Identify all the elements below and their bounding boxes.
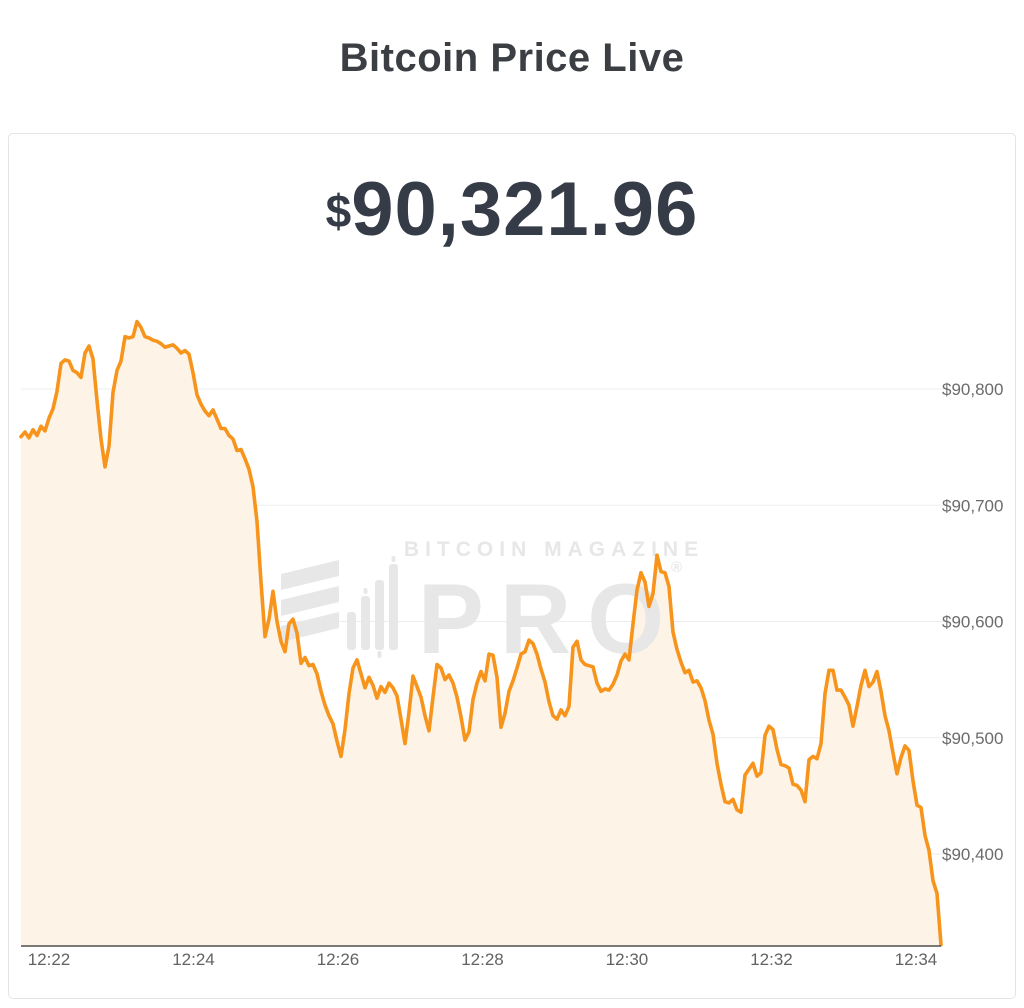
x-tick-label: 12:28 [461,950,504,969]
watermark-line1: BITCOIN MAGAZINE [404,538,704,561]
registered-trademark-icon: ® [671,559,682,576]
x-tick-label: 12:34 [895,950,938,969]
x-tick-label: 12:22 [28,950,71,969]
price-chart[interactable]: BITCOIN MAGAZINE PRO ® $90,800$90,700$90… [9,284,1016,984]
price-value: 90,321.96 [351,167,699,252]
y-tick-label: $90,800 [942,380,1003,399]
price-line-series [19,319,943,947]
price-area-fill [21,321,941,947]
x-tick-label: 12:26 [317,950,360,969]
y-tick-label: $90,700 [942,496,1003,515]
y-tick-label: $90,600 [942,613,1003,632]
x-axis-labels: 12:22 12:24 12:26 12:28 12:30 12:32 12:34 [28,950,938,969]
y-axis-labels: $90,800 $90,700 $90,600 $90,500 $90,400 [942,380,1003,864]
y-tick-label: $90,400 [942,845,1003,864]
page-title: Bitcoin Price Live [339,36,685,80]
x-tick-label: 12:30 [606,950,649,969]
price-chart-card: $90,321.96 BITCOIN MAGAZINE [8,133,1016,999]
x-tick-label: 12:24 [172,950,215,969]
y-tick-label: $90,500 [942,729,1003,748]
currency-symbol: $ [325,185,352,237]
x-tick-label: 12:32 [750,950,793,969]
live-price: $90,321.96 [9,166,1015,253]
